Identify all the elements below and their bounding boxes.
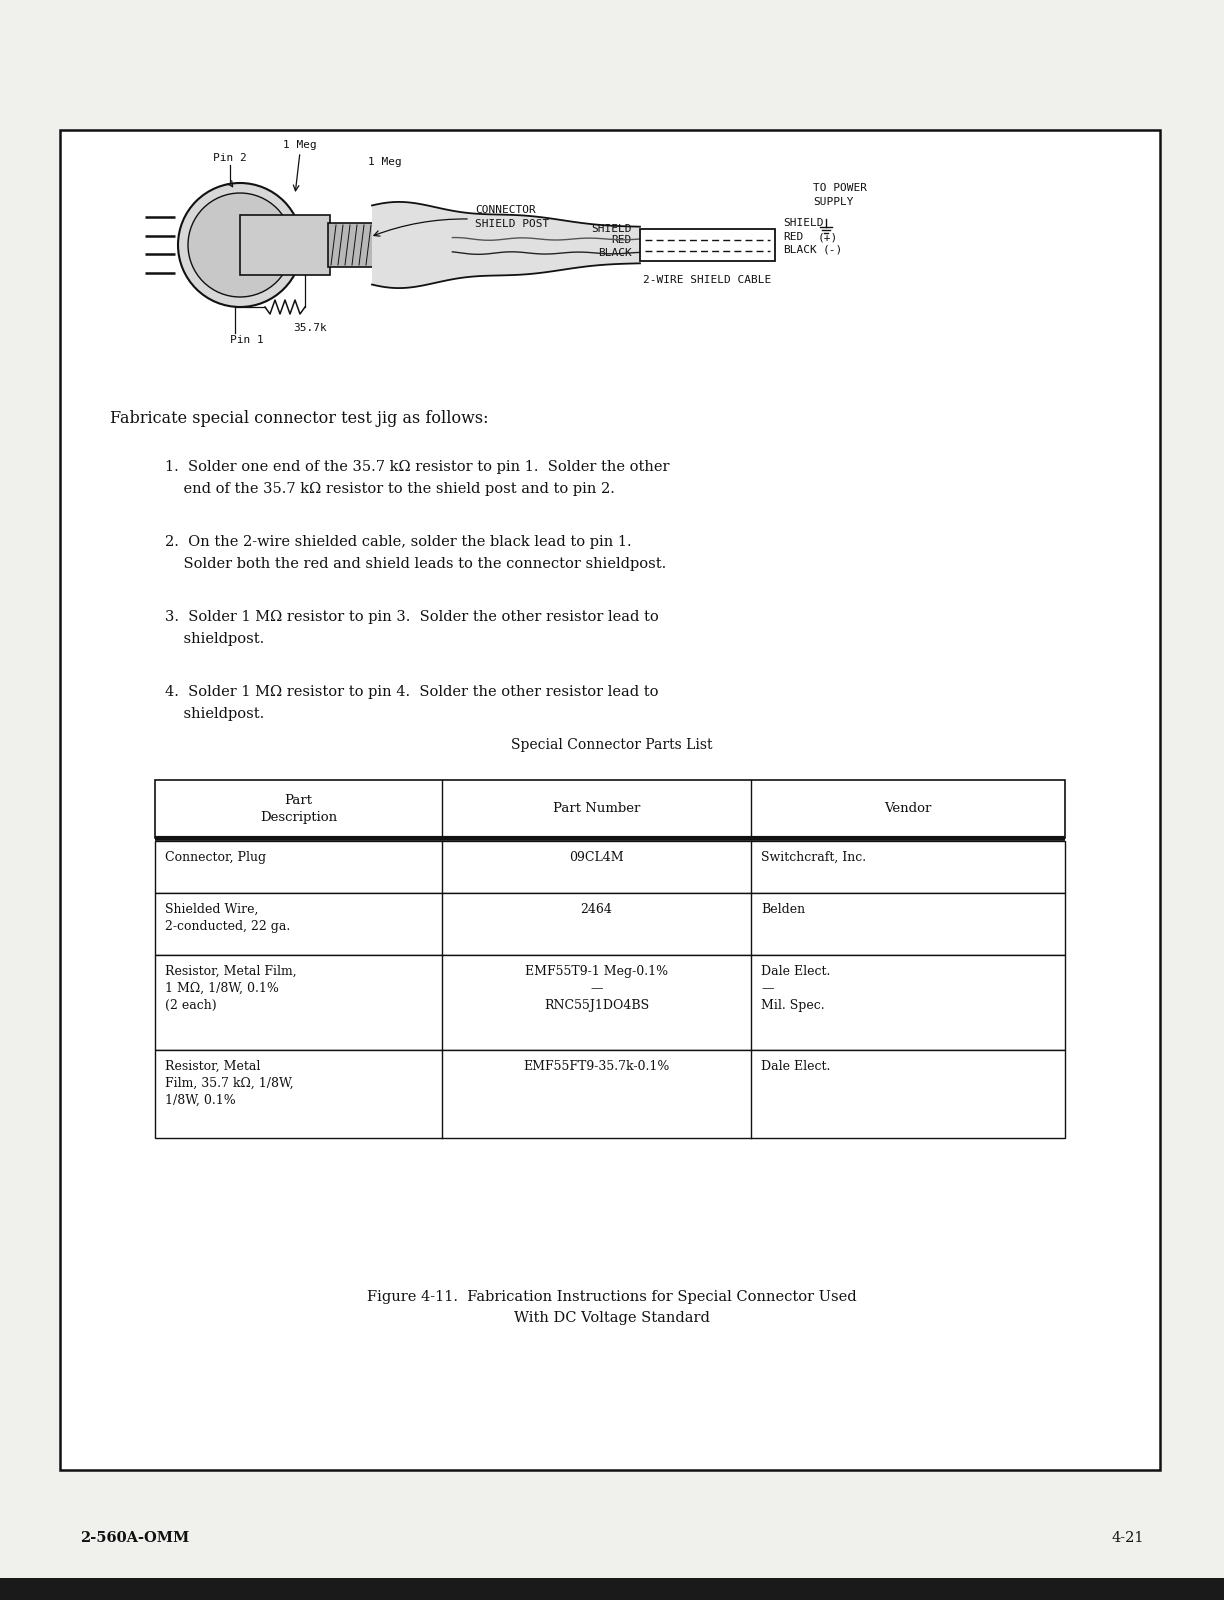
Text: EMF55T9-1 Meg-0.1%
—
RNC55J1DO4BS: EMF55T9-1 Meg-0.1% — RNC55J1DO4BS [525,965,668,1013]
Bar [328,222,373,267]
Text: SHIELD: SHIELD [591,224,632,234]
Bar [155,1050,1065,1138]
Bar [155,955,1065,1050]
Text: 1.  Solder one end of the 35.7 kΩ resistor to pin 1.  Solder the other: 1. Solder one end of the 35.7 kΩ resisto… [165,461,670,474]
Text: Dale Elect.
—
Mil. Spec.: Dale Elect. — Mil. Spec. [761,965,830,1013]
Text: TO POWER
SUPPLY: TO POWER SUPPLY [813,184,867,206]
Bar [240,214,330,275]
Text: Pin 1: Pin 1 [230,334,263,346]
Text: Part Number: Part Number [553,803,640,816]
Text: 2-560A-OMM: 2-560A-OMM [80,1531,190,1546]
Text: BLACK: BLACK [599,248,632,258]
Text: end of the 35.7 kΩ resistor to the shield post and to pin 2.: end of the 35.7 kΩ resistor to the shiel… [165,482,614,496]
Text: shieldpost.: shieldpost. [165,707,264,722]
Text: Solder both the red and shield leads to the connector shieldpost.: Solder both the red and shield leads to … [165,557,666,571]
Text: SHIELD: SHIELD [783,218,824,227]
Text: RED: RED [612,235,632,245]
Text: Resistor, Metal Film,
1 MΩ, 1/8W, 0.1%
(2 each): Resistor, Metal Film, 1 MΩ, 1/8W, 0.1% (… [165,965,296,1013]
Text: (+): (+) [818,232,838,242]
Circle shape [188,194,293,298]
Text: EMF55FT9-35.7k-0.1%: EMF55FT9-35.7k-0.1% [523,1059,670,1074]
Text: 1 Meg: 1 Meg [283,141,317,150]
Text: 35.7k: 35.7k [293,323,327,333]
Text: Figure 4-11.  Fabrication Instructions for Special Connector Used
With DC Voltag: Figure 4-11. Fabrication Instructions fo… [367,1290,857,1325]
Text: Resistor, Metal
Film, 35.7 kΩ, 1/8W,
1/8W, 0.1%: Resistor, Metal Film, 35.7 kΩ, 1/8W, 1/8… [165,1059,294,1107]
Text: 1 Meg: 1 Meg [368,157,401,166]
Text: Vendor: Vendor [884,803,931,816]
Text: 4-21: 4-21 [1111,1531,1144,1546]
Text: (-): (-) [823,245,843,254]
Text: Part
Description: Part Description [259,794,337,824]
Circle shape [177,182,302,307]
Bar [0,1578,1224,1600]
Text: shieldpost.: shieldpost. [165,632,264,646]
Text: RED: RED [783,232,803,242]
Text: 2464: 2464 [580,902,612,915]
Text: CONNECTOR
SHIELD POST: CONNECTOR SHIELD POST [475,205,550,229]
Bar [155,781,1065,838]
Text: 09CL4M: 09CL4M [569,851,624,864]
Text: Pin 2: Pin 2 [213,154,247,163]
Text: Fabricate special connector test jig as follows:: Fabricate special connector test jig as … [110,410,488,427]
Text: Dale Elect.: Dale Elect. [761,1059,830,1074]
Polygon shape [372,202,640,288]
Text: Special Connector Parts List: Special Connector Parts List [512,738,712,752]
Text: Belden: Belden [761,902,805,915]
Text: 3.  Solder 1 MΩ resistor to pin 3.  Solder the other resistor lead to: 3. Solder 1 MΩ resistor to pin 3. Solder… [165,610,659,624]
Bar [640,229,775,261]
Text: 2.  On the 2-wire shielded cable, solder the black lead to pin 1.: 2. On the 2-wire shielded cable, solder … [165,534,632,549]
Text: 2-WIRE SHIELD CABLE: 2-WIRE SHIELD CABLE [643,275,771,285]
Text: 4.  Solder 1 MΩ resistor to pin 4.  Solder the other resistor lead to: 4. Solder 1 MΩ resistor to pin 4. Solder… [165,685,659,699]
Text: BLACK: BLACK [783,245,816,254]
Text: Connector, Plug: Connector, Plug [165,851,266,864]
Bar [155,893,1065,955]
Bar [155,842,1065,893]
Bar [60,130,1160,1470]
Text: Switchcraft, Inc.: Switchcraft, Inc. [761,851,867,864]
Text: Shielded Wire,
2-conducted, 22 ga.: Shielded Wire, 2-conducted, 22 ga. [165,902,290,933]
